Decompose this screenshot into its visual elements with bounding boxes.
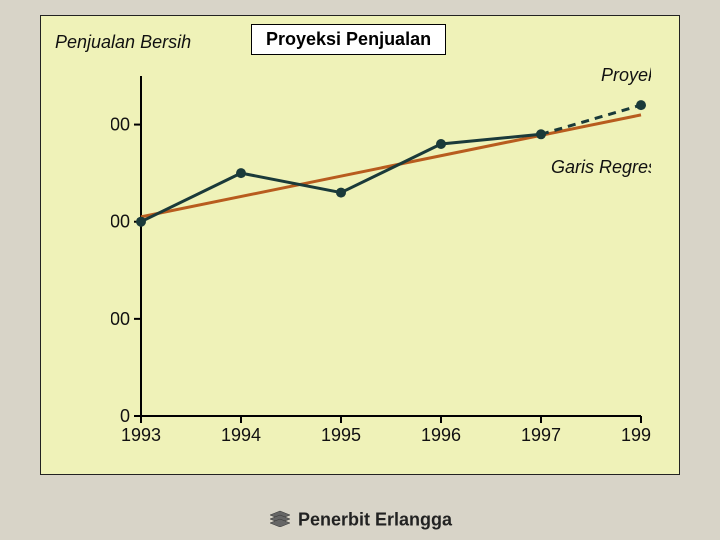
x-tick-label: 1996 bbox=[421, 425, 461, 445]
footer-text: Penerbit Erlangga bbox=[298, 509, 452, 529]
y-tick-label: 0 bbox=[120, 406, 130, 426]
actual-marker bbox=[336, 188, 346, 198]
y-tick-label: 3.000 bbox=[111, 115, 130, 135]
annotation-proyeksi: Proyeksi bbox=[601, 66, 651, 85]
y-tick-label: 1.000 bbox=[111, 309, 130, 329]
chart-panel: Penjualan Bersih Proyeksi Penjualan 0 1.0… bbox=[40, 15, 680, 475]
x-tick-label: 1998 bbox=[621, 425, 651, 445]
x-tick-label: 1995 bbox=[321, 425, 361, 445]
actual-marker bbox=[236, 168, 246, 178]
actual-marker bbox=[436, 139, 446, 149]
actual-marker bbox=[136, 217, 146, 227]
chart-title: Proyeksi Penjualan bbox=[251, 24, 446, 55]
annotation-garis-regresi: Garis Regresi bbox=[551, 157, 651, 177]
publisher-icon bbox=[268, 509, 292, 532]
projection-line bbox=[541, 105, 641, 134]
x-tick-label: 1994 bbox=[221, 425, 261, 445]
y-axis-label: Penjualan Bersih bbox=[55, 32, 191, 53]
footer: Penerbit Erlangga bbox=[0, 509, 720, 532]
x-tick-label: 1993 bbox=[121, 425, 161, 445]
y-tick-label: 2.000 bbox=[111, 212, 130, 232]
x-tick-label: 1997 bbox=[521, 425, 561, 445]
chart-plot: 0 1.000 2.000 3.000 1993 1994 1995 1996 1997 1998… bbox=[111, 66, 651, 446]
projection-marker bbox=[636, 100, 646, 110]
